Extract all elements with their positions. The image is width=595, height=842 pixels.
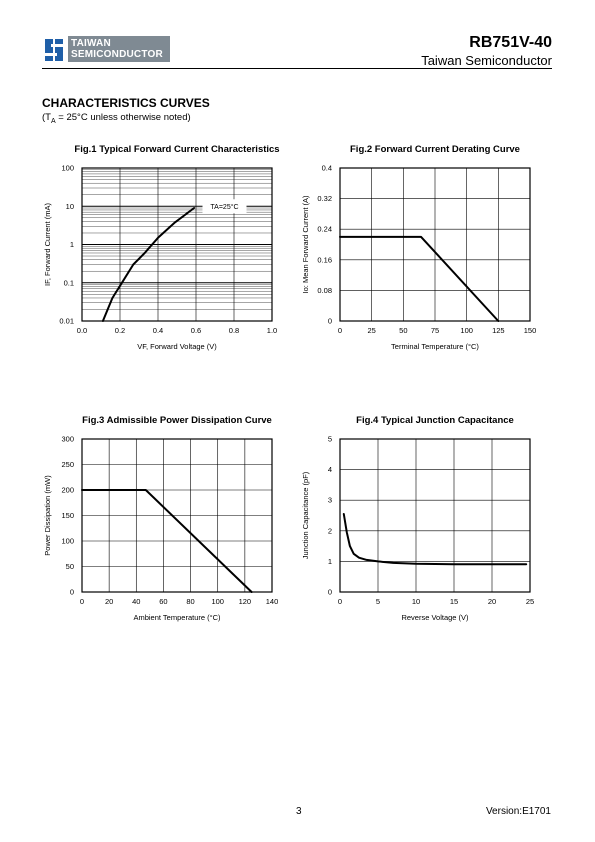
chart-fig4: Fig.4 Typical Junction Capacitance 0 5 10 15… [298, 411, 568, 641]
plot-frame [339, 167, 531, 322]
y-tick-label: 5 [328, 435, 332, 444]
chart-title: Fig.3 Admissible Power Dissipation Curve [82, 415, 272, 426]
y-tick-label: 250 [61, 460, 74, 469]
y-tick-label: 10 [66, 202, 74, 211]
y-tick-label: 100 [61, 537, 74, 546]
x-tick-label: 40 [132, 597, 140, 606]
x-tick-label: 0.8 [229, 326, 239, 335]
x-tick-label: 60 [159, 597, 167, 606]
x-tick-label: 25 [367, 326, 375, 335]
logo-text-line2: SEMICONDUCTOR [71, 49, 163, 60]
annotation-label: TA=25°C [210, 203, 238, 211]
x-tick-label: 25 [526, 597, 534, 606]
y-tick-label: 2 [328, 526, 332, 535]
x-tick-label: 100 [211, 597, 224, 606]
version-label: Version:E1701 [485, 806, 551, 817]
x-tick-label: 125 [492, 326, 505, 335]
y-tick-label: 100 [61, 164, 74, 173]
series-line [101, 207, 196, 322]
y-tick-label: 200 [61, 486, 74, 495]
x-tick-label: 15 [450, 597, 458, 606]
series-line [81, 489, 253, 593]
y-tick-label: 0.4 [322, 164, 332, 173]
y-tick-label: 1 [328, 557, 332, 566]
series-line [342, 513, 528, 566]
chart-fig3: Fig.3 Admissible Power Dissipation Curve… [40, 411, 310, 641]
x-tick-label: 140 [266, 597, 279, 606]
x-axis-label: VF, Forward Voltage (V) [137, 342, 217, 351]
x-tick-label: 0 [338, 326, 342, 335]
y-axis-label: IF, Forward Current (mA) [43, 203, 52, 286]
logo-mark-icon [42, 36, 66, 64]
x-tick-label: 0 [338, 597, 342, 606]
x-tick-label: 50 [399, 326, 407, 335]
company-logo: TAIWAN SEMICONDUCTOR [42, 36, 170, 64]
y-tick-label: 0 [70, 588, 74, 597]
annotation-bg [202, 199, 247, 214]
x-tick-label: 20 [488, 597, 496, 606]
x-tick-label: 75 [431, 326, 439, 335]
x-tick-label: 0 [80, 597, 84, 606]
x-tick-label: 0.0 [77, 326, 87, 335]
x-tick-label: 0.2 [115, 326, 125, 335]
x-tick-label: 5 [376, 597, 380, 606]
y-tick-label: 0.01 [59, 317, 74, 326]
y-tick-label: 0.1 [64, 278, 74, 287]
section-title: CHARACTERISTICS CURVES [42, 96, 210, 110]
y-tick-label: 0 [328, 317, 332, 326]
chart-title: Fig.1 Typical Forward Current Characteri… [74, 144, 279, 155]
x-tick-label: 20 [105, 597, 113, 606]
y-tick-label: 0 [328, 588, 332, 597]
x-axis-label: Terminal Temperature (°C) [391, 342, 479, 351]
series-line [339, 235, 500, 322]
y-axis-label: Power Dissipation (mW) [43, 475, 52, 556]
x-axis-label: Ambient Temperature (°C) [133, 613, 221, 622]
y-tick-label: 0.16 [317, 255, 332, 264]
x-tick-label: 120 [239, 597, 252, 606]
plot-frame [81, 167, 273, 322]
y-tick-label: 150 [61, 511, 74, 520]
y-tick-label: 50 [66, 562, 74, 571]
x-tick-label: 80 [186, 597, 194, 606]
chart-fig1: Fig.1 Typical Forward Current Characteri… [40, 140, 310, 370]
plot-frame [339, 438, 531, 593]
y-axis-label: Junction Capacitance (pF) [301, 471, 310, 559]
x-tick-label: 10 [412, 597, 420, 606]
x-axis-label: Reverse Voltage (V) [401, 613, 469, 622]
y-tick-label: 0.32 [317, 194, 332, 203]
chart-title: Fig.2 Forward Current Derating Curve [350, 144, 520, 155]
y-tick-label: 0.08 [317, 286, 332, 295]
part-number: RB751V-40 [469, 34, 552, 51]
chart-title: Fig.4 Typical Junction Capacitance [356, 415, 514, 426]
logo-text-line1: TAIWAN [71, 38, 111, 49]
page-number: 3 [296, 806, 302, 817]
header-rule [42, 68, 552, 69]
chart-fig2: Fig.2 Forward Current Derating Curve 0 25 5… [298, 140, 568, 370]
x-tick-label: 0.4 [153, 326, 163, 335]
logo-banner [68, 36, 170, 62]
x-tick-label: 0.6 [191, 326, 201, 335]
y-tick-label: 1 [70, 240, 74, 249]
section-subtitle: (TA = 25°C unless otherwise noted) [42, 112, 191, 125]
y-axis-label: Io: Mean Forward Current (A) [301, 195, 310, 293]
y-tick-label: 4 [328, 465, 332, 474]
x-tick-label: 150 [524, 326, 537, 335]
company-name: Taiwan Semiconductor [421, 53, 552, 68]
y-tick-label: 0.24 [317, 225, 332, 234]
x-tick-label: 100 [460, 326, 473, 335]
y-tick-label: 300 [61, 435, 74, 444]
y-tick-label: 3 [328, 496, 332, 505]
x-tick-label: 1.0 [267, 326, 277, 335]
plot-frame [81, 438, 273, 593]
